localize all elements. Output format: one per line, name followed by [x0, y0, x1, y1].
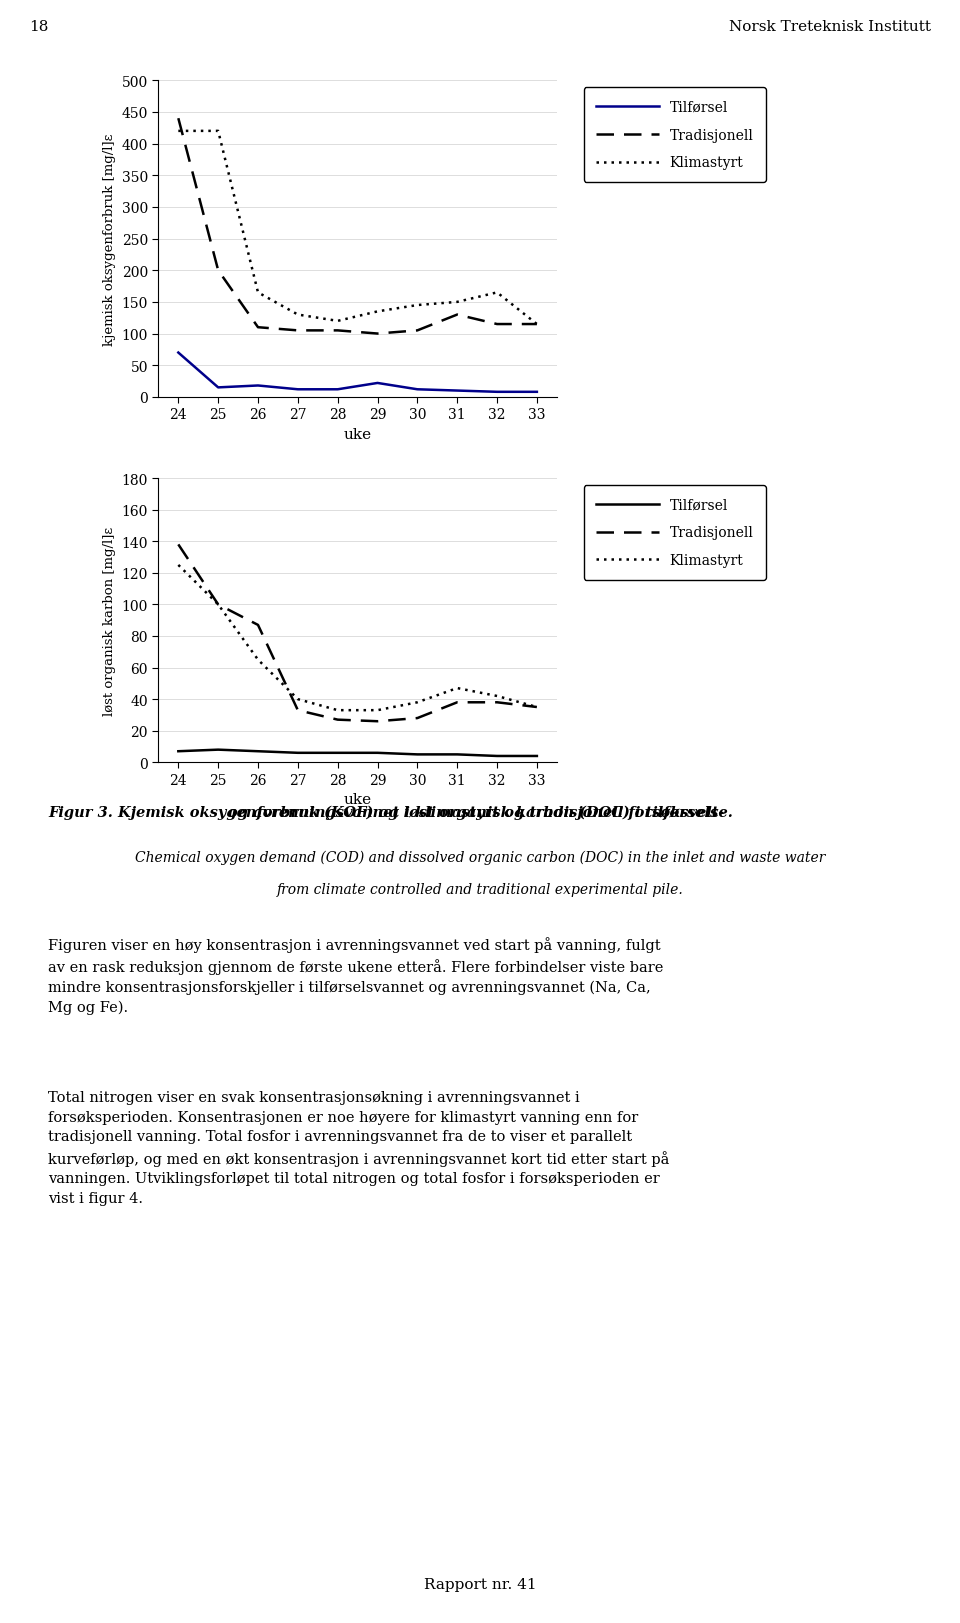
Legend: Tilførsel, Tradisjonell, Klimastyrt: Tilførsel, Tradisjonell, Klimastyrt	[584, 88, 766, 183]
Text: Figur 3. Kjemisk oksygenforbruk (KOF) og løst organisk karbon (DOC) i tilførsels: Figur 3. Kjemisk oksygenforbruk (KOF) og…	[48, 805, 725, 820]
Text: Norsk Treteknisk Institutt: Norsk Treteknisk Institutt	[730, 19, 931, 34]
Text: from climate controlled and traditional experimental pile.: from climate controlled and traditional …	[276, 883, 684, 898]
Y-axis label: kjemisk oksygenforbruk [mg/l]ε: kjemisk oksygenforbruk [mg/l]ε	[103, 133, 116, 346]
X-axis label: uke: uke	[344, 792, 372, 807]
Text: og avrenningsvannet i klimastyrt og tradisjonell forsøksvelte.: og avrenningsvannet i klimastyrt og trad…	[228, 805, 732, 820]
Legend: Tilførsel, Tradisjonell, Klimastyrt: Tilførsel, Tradisjonell, Klimastyrt	[584, 485, 766, 581]
Text: Total nitrogen viser en svak konsentrasjonsøkning i avrenningsvannet i
forsøkspe: Total nitrogen viser en svak konsentrasj…	[48, 1091, 669, 1204]
Text: 18: 18	[29, 19, 48, 34]
Text: Figuren viser en høy konsentrasjon i avrenningsvannet ved start på vanning, fulg: Figuren viser en høy konsentrasjon i avr…	[48, 936, 663, 1014]
X-axis label: uke: uke	[344, 427, 372, 441]
Text: Rapport nr. 41: Rapport nr. 41	[423, 1576, 537, 1591]
Text: Chemical oxygen demand (COD) and dissolved organic carbon (DOC) in the inlet and: Chemical oxygen demand (COD) and dissolv…	[134, 850, 826, 865]
Y-axis label: løst organisk karbon [mg/l]ε: løst organisk karbon [mg/l]ε	[103, 526, 116, 716]
